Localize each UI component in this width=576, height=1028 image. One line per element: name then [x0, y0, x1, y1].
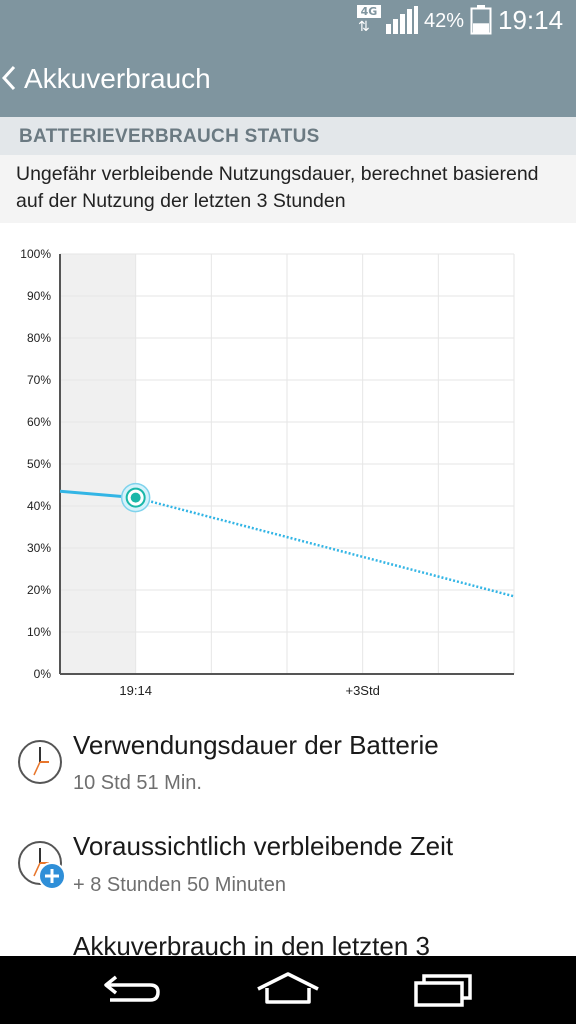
network-indicator: 4G ⇅ [357, 5, 381, 35]
x-tick-label: 19:14 [119, 683, 152, 698]
battery-chart-svg: 100% 90% 80% 70% 60% 50% 40% 30% 20% 10% 0% 19:14 +3… [20, 247, 515, 698]
y-tick-label: 50% [27, 457, 51, 471]
section-header: BATTERIEVERBRAUCH STATUS [0, 117, 576, 155]
battery-percent: 42% [424, 10, 465, 32]
battery-icon [470, 5, 492, 35]
app-bar: Akkuverbrauch [0, 40, 576, 117]
plus-circle-icon [38, 862, 66, 890]
y-tick-label: 60% [27, 415, 51, 429]
return-arrow-icon[interactable] [88, 968, 178, 1012]
item-title: Verwendungsdauer der Batterie [73, 730, 439, 760]
projection-line [135, 496, 515, 598]
list-item-usage-duration[interactable]: Verwendungsdauer der Batterie 10 Std 51 … [0, 725, 576, 825]
y-tick-label: 40% [27, 499, 51, 513]
status-clock: 19:14 [498, 5, 564, 35]
data-arrows-icon: ⇅ [358, 19, 370, 35]
battery-chart: 100% 90% 80% 70% 60% 50% 40% 30% 20% 10% 0% 19:14 +3… [0, 240, 576, 710]
item-value: 10 Std 51 Min. [73, 772, 202, 794]
home-icon[interactable] [243, 968, 333, 1012]
signal-strength-icon [386, 6, 418, 34]
list-item-remaining-time[interactable]: Voraussichtlich verbleibende Zeit + 8 St… [0, 827, 576, 927]
y-tick-label: 90% [27, 289, 51, 303]
status-bar: 4G ⇅ 42% 19:14 [0, 0, 576, 40]
y-tick-label: 20% [27, 583, 51, 597]
chevron-left-icon[interactable] [2, 64, 16, 92]
description-text: Ungefähr verbleibende Nutzungsdauer, ber… [16, 163, 539, 212]
section-header-label: BATTERIEVERBRAUCH STATUS [19, 126, 320, 147]
navigation-bar [0, 956, 576, 1024]
page-title[interactable]: Akkuverbrauch [24, 63, 211, 94]
section-description: Ungefähr verbleibende Nutzungsdauer, ber… [0, 155, 576, 223]
clock-icon [18, 740, 62, 784]
y-tick-label: 30% [27, 541, 51, 555]
recents-icon[interactable] [398, 968, 488, 1012]
y-tick-label: 70% [27, 373, 51, 387]
y-tick-label: 100% [20, 247, 51, 261]
y-tick-label: 10% [27, 625, 51, 639]
item-title: Voraussichtlich verbleibende Zeit [73, 831, 454, 861]
current-marker-dot [130, 492, 141, 503]
y-tick-label: 80% [27, 331, 51, 345]
item-value: + 8 Stunden 50 Minuten [73, 874, 286, 896]
y-tick-label: 0% [34, 667, 52, 681]
x-tick-label: +3Std [345, 683, 379, 698]
network-type-badge: 4G [357, 5, 381, 18]
